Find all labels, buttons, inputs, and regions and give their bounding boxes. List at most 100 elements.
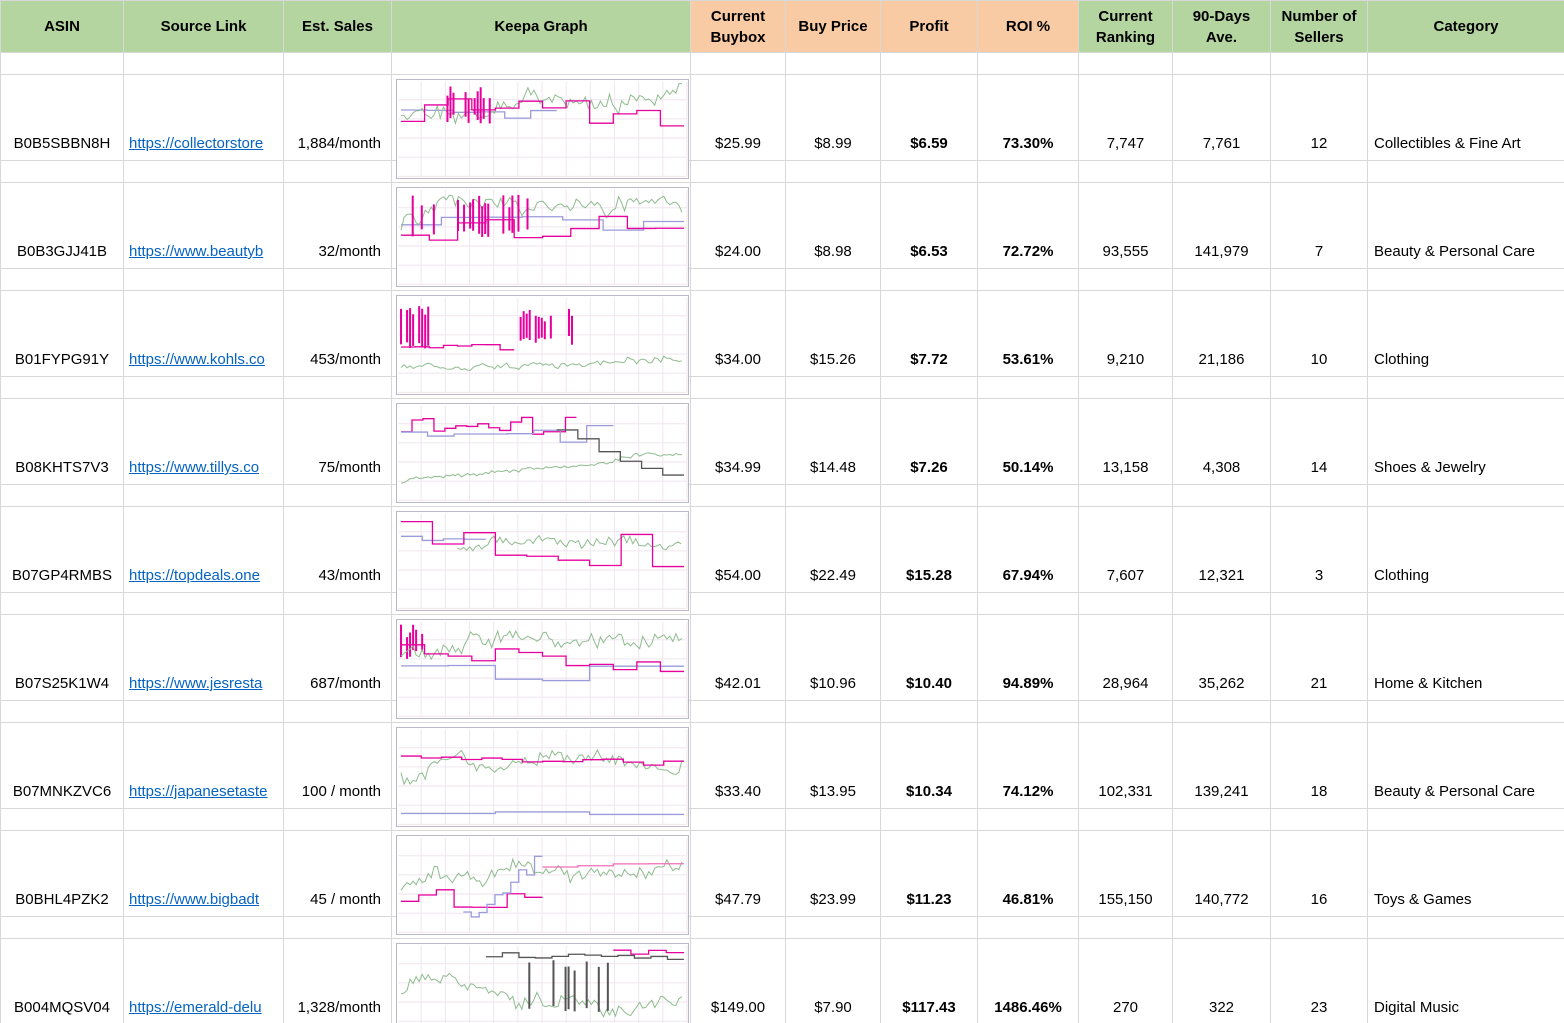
cell-profit[interactable]: $6.59 bbox=[880, 74, 978, 161]
cell-buy-price[interactable]: $10.96 bbox=[785, 614, 881, 701]
cell-current-ranking[interactable]: 102,331 bbox=[1078, 722, 1173, 809]
cell-current-ranking[interactable]: 13,158 bbox=[1078, 398, 1173, 485]
cell-roi[interactable]: 46.81% bbox=[977, 830, 1079, 917]
column-header-keepa-graph[interactable]: Keepa Graph bbox=[391, 0, 691, 53]
cell-asin[interactable]: B01FYPG91Y bbox=[0, 290, 124, 377]
cell-est-sales[interactable]: 1,328/month bbox=[283, 938, 392, 1023]
cell-profit[interactable]: $7.72 bbox=[880, 290, 978, 377]
cell-90-days-ave[interactable]: 7,761 bbox=[1172, 74, 1271, 161]
cell-source-link[interactable]: https://emerald-delu bbox=[123, 938, 284, 1023]
cell-current-ranking[interactable]: 7,607 bbox=[1078, 506, 1173, 593]
cell-current-ranking[interactable]: 93,555 bbox=[1078, 182, 1173, 269]
cell-current-buybox[interactable]: $34.99 bbox=[690, 398, 786, 485]
cell-est-sales[interactable]: 687/month bbox=[283, 614, 392, 701]
source-link[interactable]: https://www.bigbadt bbox=[129, 891, 260, 908]
cell-90-days-ave[interactable]: 140,772 bbox=[1172, 830, 1271, 917]
column-header-90-days-ave[interactable]: 90-Days Ave. bbox=[1172, 0, 1271, 53]
cell-est-sales[interactable]: 453/month bbox=[283, 290, 392, 377]
cell-current-buybox[interactable]: $42.01 bbox=[690, 614, 786, 701]
cell-90-days-ave[interactable]: 322 bbox=[1172, 938, 1271, 1023]
cell-number-of-sellers[interactable]: 14 bbox=[1270, 398, 1368, 485]
cell-est-sales[interactable]: 1,884/month bbox=[283, 74, 392, 161]
cell-number-of-sellers[interactable]: 21 bbox=[1270, 614, 1368, 701]
cell-90-days-ave[interactable]: 141,979 bbox=[1172, 182, 1271, 269]
cell-current-ranking[interactable]: 28,964 bbox=[1078, 614, 1173, 701]
cell-source-link[interactable]: https://www.tillys.co bbox=[123, 398, 284, 485]
column-header-asin[interactable]: ASIN bbox=[0, 0, 124, 53]
cell-number-of-sellers[interactable]: 3 bbox=[1270, 506, 1368, 593]
cell-asin[interactable]: B0BHL4PZK2 bbox=[0, 830, 124, 917]
cell-roi[interactable]: 67.94% bbox=[977, 506, 1079, 593]
cell-buy-price[interactable]: $8.98 bbox=[785, 182, 881, 269]
source-link[interactable]: https://www.tillys.co bbox=[129, 459, 260, 476]
cell-current-buybox[interactable]: $54.00 bbox=[690, 506, 786, 593]
cell-source-link[interactable]: https://www.bigbadt bbox=[123, 830, 284, 917]
cell-90-days-ave[interactable]: 4,308 bbox=[1172, 398, 1271, 485]
cell-buy-price[interactable]: $22.49 bbox=[785, 506, 881, 593]
cell-keepa-graph[interactable] bbox=[391, 506, 691, 611]
source-link[interactable]: https://collectorstore bbox=[129, 135, 264, 152]
cell-buy-price[interactable]: $8.99 bbox=[785, 74, 881, 161]
column-header-profit[interactable]: Profit bbox=[880, 0, 978, 53]
cell-keepa-graph[interactable] bbox=[391, 74, 691, 179]
column-header-number-of-sellers[interactable]: Number of Sellers bbox=[1270, 0, 1368, 53]
source-link[interactable]: https://www.jesresta bbox=[129, 675, 263, 692]
cell-profit[interactable]: $7.26 bbox=[880, 398, 978, 485]
cell-asin[interactable]: B07S25K1W4 bbox=[0, 614, 124, 701]
cell-est-sales[interactable]: 45 / month bbox=[283, 830, 392, 917]
cell-current-buybox[interactable]: $34.00 bbox=[690, 290, 786, 377]
cell-category[interactable]: Beauty & Personal Care bbox=[1367, 722, 1564, 809]
cell-roi[interactable]: 74.12% bbox=[977, 722, 1079, 809]
cell-number-of-sellers[interactable]: 18 bbox=[1270, 722, 1368, 809]
cell-current-ranking[interactable]: 9,210 bbox=[1078, 290, 1173, 377]
cell-keepa-graph[interactable] bbox=[391, 722, 691, 827]
column-header-current-buybox[interactable]: Current Buybox bbox=[690, 0, 786, 53]
cell-current-buybox[interactable]: $47.79 bbox=[690, 830, 786, 917]
cell-buy-price[interactable]: $15.26 bbox=[785, 290, 881, 377]
cell-current-buybox[interactable]: $24.00 bbox=[690, 182, 786, 269]
column-header-roi[interactable]: ROI % bbox=[977, 0, 1079, 53]
cell-est-sales[interactable]: 100 / month bbox=[283, 722, 392, 809]
cell-90-days-ave[interactable]: 12,321 bbox=[1172, 506, 1271, 593]
cell-profit[interactable]: $11.23 bbox=[880, 830, 978, 917]
cell-keepa-graph[interactable] bbox=[391, 290, 691, 395]
cell-roi[interactable]: 94.89% bbox=[977, 614, 1079, 701]
source-link[interactable]: https://japanesetaste bbox=[129, 783, 268, 800]
cell-asin[interactable]: B07MNKZVC6 bbox=[0, 722, 124, 809]
cell-category[interactable]: Clothing bbox=[1367, 506, 1564, 593]
cell-asin[interactable]: B07GP4RMBS bbox=[0, 506, 124, 593]
cell-current-ranking[interactable]: 7,747 bbox=[1078, 74, 1173, 161]
cell-keepa-graph[interactable] bbox=[391, 614, 691, 719]
cell-asin[interactable]: B08KHTS7V3 bbox=[0, 398, 124, 485]
cell-number-of-sellers[interactable]: 10 bbox=[1270, 290, 1368, 377]
cell-profit[interactable]: $10.40 bbox=[880, 614, 978, 701]
cell-source-link[interactable]: https://collectorstore bbox=[123, 74, 284, 161]
source-link[interactable]: https://topdeals.one bbox=[129, 567, 260, 584]
cell-current-buybox[interactable]: $149.00 bbox=[690, 938, 786, 1023]
cell-asin[interactable]: B0B5SBBN8H bbox=[0, 74, 124, 161]
source-link[interactable]: https://emerald-delu bbox=[129, 999, 262, 1016]
cell-category[interactable]: Collectibles & Fine Art bbox=[1367, 74, 1564, 161]
column-header-source-link[interactable]: Source Link bbox=[123, 0, 284, 53]
cell-profit[interactable]: $6.53 bbox=[880, 182, 978, 269]
column-header-buy-price[interactable]: Buy Price bbox=[785, 0, 881, 53]
column-header-category[interactable]: Category bbox=[1367, 0, 1564, 53]
cell-current-ranking[interactable]: 155,150 bbox=[1078, 830, 1173, 917]
cell-source-link[interactable]: https://www.jesresta bbox=[123, 614, 284, 701]
column-header-est-sales[interactable]: Est. Sales bbox=[283, 0, 392, 53]
cell-keepa-graph[interactable] bbox=[391, 398, 691, 503]
cell-number-of-sellers[interactable]: 16 bbox=[1270, 830, 1368, 917]
cell-est-sales[interactable]: 75/month bbox=[283, 398, 392, 485]
cell-asin[interactable]: B004MQSV04 bbox=[0, 938, 124, 1023]
cell-roi[interactable]: 50.14% bbox=[977, 398, 1079, 485]
cell-number-of-sellers[interactable]: 12 bbox=[1270, 74, 1368, 161]
cell-category[interactable]: Toys & Games bbox=[1367, 830, 1564, 917]
cell-current-ranking[interactable]: 270 bbox=[1078, 938, 1173, 1023]
cell-source-link[interactable]: https://japanesetaste bbox=[123, 722, 284, 809]
cell-buy-price[interactable]: $23.99 bbox=[785, 830, 881, 917]
cell-buy-price[interactable]: $13.95 bbox=[785, 722, 881, 809]
cell-source-link[interactable]: https://topdeals.one bbox=[123, 506, 284, 593]
cell-current-buybox[interactable]: $33.40 bbox=[690, 722, 786, 809]
cell-profit[interactable]: $117.43 bbox=[880, 938, 978, 1023]
cell-category[interactable]: Clothing bbox=[1367, 290, 1564, 377]
